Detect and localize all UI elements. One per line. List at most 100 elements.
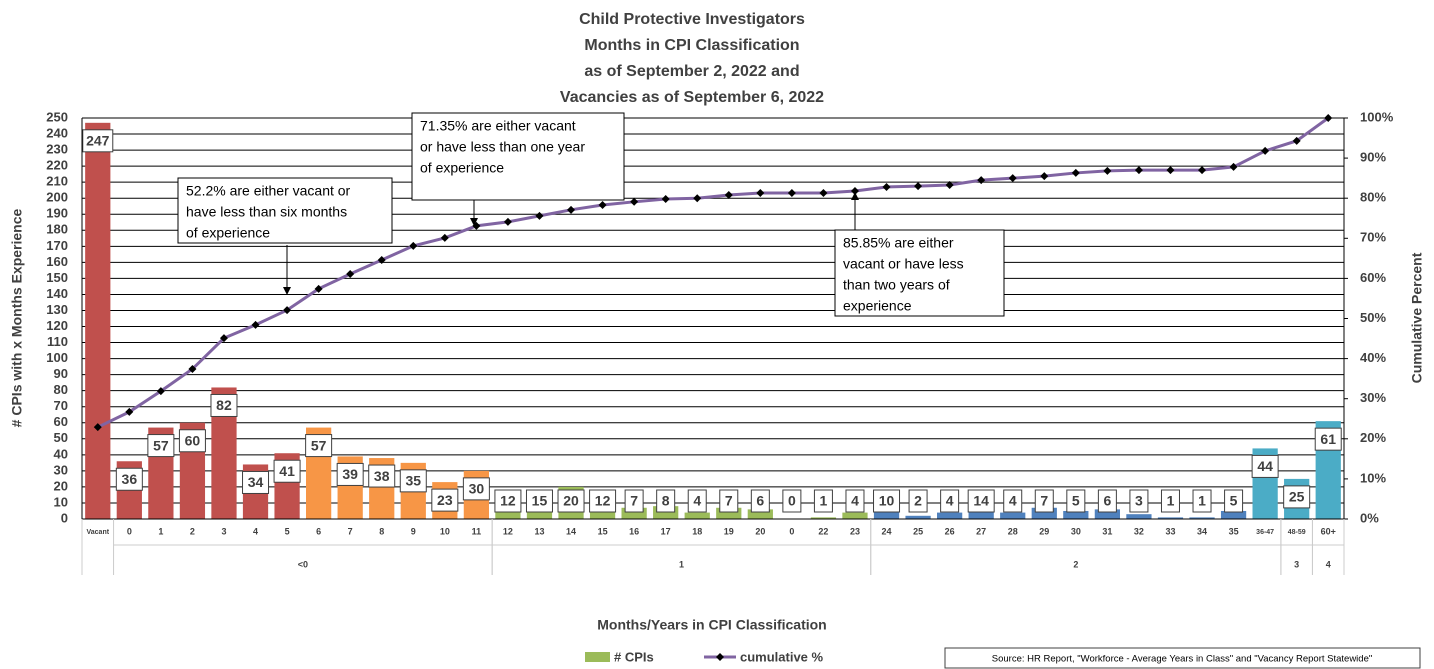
line-marker: [819, 188, 828, 197]
chart-title: Months in CPI Classification: [584, 37, 799, 54]
line-marker: [535, 211, 544, 220]
data-label: 12: [595, 493, 611, 509]
line-marker: [756, 188, 765, 197]
y-tick-label: 110: [47, 334, 68, 349]
data-label: 15: [532, 493, 548, 509]
data-label-box: [1314, 427, 1342, 451]
bar: [1094, 509, 1120, 519]
bar: [1000, 512, 1026, 519]
group-label: 4: [1326, 559, 1331, 569]
data-label-box: [1129, 489, 1149, 513]
annotation-arrowhead: [283, 287, 291, 295]
data-label-box: [1066, 489, 1086, 513]
data-label-box: [82, 129, 114, 153]
data-label: 35: [405, 473, 421, 489]
y2-tick-label: 50%: [1360, 310, 1386, 325]
x-tick-label: 8: [379, 526, 384, 536]
annotation-text: of experience: [186, 225, 270, 241]
data-label-box: [624, 489, 644, 513]
line-marker: [377, 255, 386, 264]
data-label: 25: [1289, 489, 1305, 505]
annotation-text: or have less than one year: [420, 139, 585, 155]
annotation-text: experience: [843, 298, 912, 314]
bar: [937, 512, 963, 519]
data-label-box: [1097, 489, 1117, 513]
data-label-box: [115, 467, 143, 491]
annotation-text: 52.2% are either vacant or: [186, 183, 351, 199]
data-label-box: [147, 434, 175, 458]
x-tick-label: 35: [1229, 526, 1239, 536]
y-tick-label: 240: [46, 125, 68, 140]
annotation-text: have less than six months: [186, 204, 347, 220]
data-label: 36: [122, 471, 138, 487]
data-label: 1: [1167, 493, 1175, 509]
line-marker: [1134, 166, 1143, 175]
data-label: 7: [1040, 493, 1048, 509]
x-tick-label: 25: [913, 526, 923, 536]
data-label-box: [525, 489, 553, 513]
data-label: 60: [185, 432, 201, 448]
line-marker: [1198, 166, 1207, 175]
bar: [716, 507, 742, 519]
x-tick-label: 17: [661, 526, 671, 536]
line-marker: [1166, 166, 1175, 175]
y-tick-label: 180: [46, 222, 68, 237]
x-tick-label: 2: [190, 526, 195, 536]
x-tick-label: 6: [316, 526, 321, 536]
x-tick-label: 0: [127, 526, 132, 536]
annotation-text: vacant or have less: [843, 256, 964, 272]
data-label: 6: [756, 493, 764, 509]
y-tick-label: 30: [54, 462, 68, 477]
y-tick-label: 10: [54, 494, 68, 509]
data-label: 8: [662, 493, 670, 509]
y2-axis-title: Cumulative Percent: [1409, 252, 1425, 383]
x-tick-label: 15: [598, 526, 608, 536]
data-label: 4: [946, 493, 954, 509]
group-label: 1: [679, 559, 684, 569]
line-marker: [661, 195, 670, 204]
data-label-box: [1251, 454, 1279, 478]
data-label: 34: [248, 474, 264, 490]
data-label: 4: [1009, 493, 1017, 509]
data-label-box: [462, 477, 490, 501]
legend-label: # CPIs: [614, 649, 654, 664]
x-tick-label: 9: [411, 526, 416, 536]
line-marker: [977, 176, 986, 185]
data-label: 247: [86, 133, 110, 149]
cumulative-line: [97, 116, 1330, 429]
source: Source: HR Report, "Workforce - Average …: [992, 654, 1372, 665]
y-tick-label: 160: [46, 254, 68, 269]
y2-tick-label: 10%: [1360, 470, 1386, 485]
x-tick-label: 18: [692, 526, 702, 536]
y-tick-label: 90: [54, 366, 68, 381]
line-marker: [125, 407, 134, 416]
y2-tick-label: 30%: [1360, 390, 1386, 405]
annotation-arrowhead: [851, 192, 859, 200]
data-label-box: [557, 489, 585, 513]
data-label-box: [873, 489, 901, 513]
bar: [1126, 514, 1152, 519]
line-marker: [1292, 136, 1301, 145]
data-label-box: [656, 489, 676, 513]
data-label-box: [967, 489, 995, 513]
x-tick-label: 31: [1102, 526, 1112, 536]
annotation-box: [411, 112, 625, 201]
line-marker: [346, 269, 355, 278]
bar: [842, 512, 868, 519]
x-tick-label: 7: [348, 526, 353, 536]
line-marker: [598, 201, 607, 210]
y-tick-label: 0: [61, 510, 68, 525]
line-marker: [630, 197, 639, 206]
x-tick-label: 24: [882, 526, 892, 536]
x-tick-label: 1: [158, 526, 163, 536]
y-tick-label: 210: [46, 174, 68, 189]
data-label: 0: [788, 493, 796, 509]
legend-marker: [716, 653, 724, 661]
data-label-box: [431, 488, 459, 512]
data-label-box: [750, 489, 770, 513]
data-label-box: [1224, 489, 1244, 513]
line-marker: [850, 186, 859, 195]
data-label: 82: [216, 397, 232, 413]
data-label: 7: [725, 493, 733, 509]
